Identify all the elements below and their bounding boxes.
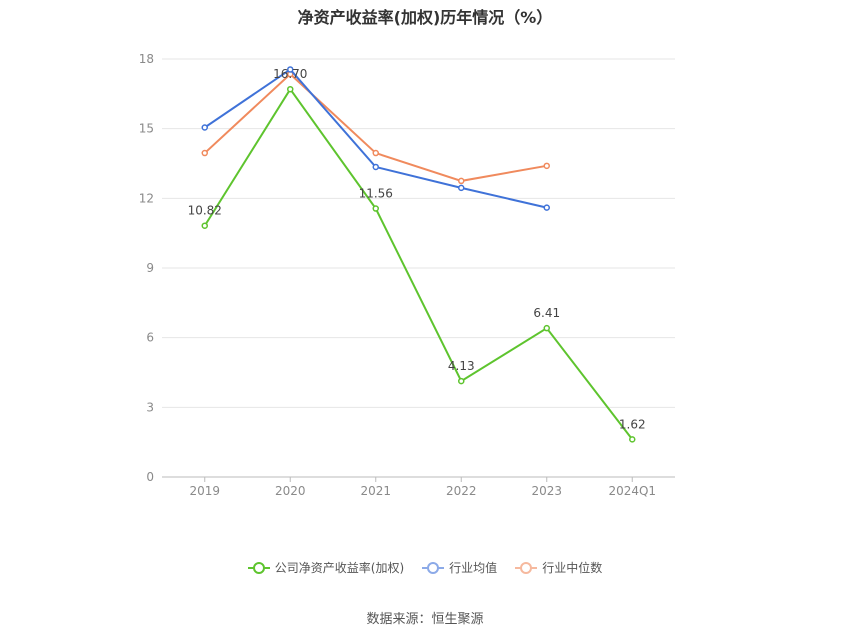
series-point-0	[201, 222, 208, 229]
y-tick-label: 15	[139, 122, 154, 136]
y-axis-ticks: 0 3 6 9 12 15 18	[139, 52, 154, 484]
series-point-2	[458, 177, 465, 185]
data-label: 11.56	[359, 187, 393, 201]
x-tick-label: 2019	[189, 484, 220, 498]
series-point-2	[201, 149, 208, 157]
series-point-1	[372, 163, 379, 171]
x-tick-label: 2021	[360, 484, 391, 498]
series-point-2	[372, 149, 379, 157]
x-axis: 2019 2020 2021 2022 2023 2024Q1	[162, 476, 675, 498]
x-tick-label: 2020	[275, 484, 306, 498]
series-point-0	[629, 436, 636, 443]
data-label: 4.13	[448, 359, 475, 373]
series-point-0	[458, 377, 465, 385]
series-point-2	[543, 162, 550, 170]
x-tick-label: 2024Q1	[608, 484, 656, 498]
series-line-0	[203, 87, 634, 440]
grid-lines	[162, 58, 675, 408]
y-tick-label: 6	[146, 331, 154, 345]
series-point-0	[287, 85, 294, 93]
legend-item-2[interactable]: 行业中位数	[515, 559, 602, 576]
series-point-0	[372, 205, 379, 212]
legend-label: 行业中位数	[542, 561, 603, 575]
legend-item-0[interactable]: 公司净资产收益率(加权)	[247, 559, 405, 576]
series-point-1	[543, 204, 550, 211]
legend-label: 行业均值	[449, 561, 498, 575]
chart-title: 净资产收益率(加权)历年情况（%）	[297, 8, 553, 27]
data-label: 6.41	[533, 306, 560, 320]
series-point-1	[458, 184, 465, 192]
x-tick-label: 2023	[531, 484, 562, 498]
legend-marker-icon	[422, 561, 445, 574]
series-point-1	[287, 66, 294, 73]
x-tick-label: 2022	[446, 484, 477, 498]
y-tick-label: 3	[146, 400, 154, 414]
legend-marker-icon	[247, 561, 270, 574]
y-tick-label: 0	[146, 470, 154, 484]
legend-item-1[interactable]: 行业均值	[422, 559, 497, 576]
y-tick-label: 12	[139, 191, 154, 205]
y-tick-label: 18	[139, 52, 154, 66]
source-note: 数据来源：恒生聚源	[366, 612, 484, 627]
series-point-1	[201, 124, 208, 131]
data-label: 16.70	[273, 67, 307, 81]
series-point-0	[543, 324, 550, 332]
legend-label: 公司净资产收益率(加权)	[274, 561, 405, 575]
legend-marker-icon	[515, 561, 538, 574]
data-label: 10.82	[188, 204, 222, 218]
legend: 公司净资产收益率(加权) 行业均值 行业中位数	[0, 559, 850, 576]
data-labels: 10.82 16.70 11.56 4.13 6.41 1.62	[188, 67, 646, 431]
data-label: 1.62	[619, 417, 646, 431]
series-layer	[201, 66, 636, 443]
y-tick-label: 9	[146, 261, 154, 275]
